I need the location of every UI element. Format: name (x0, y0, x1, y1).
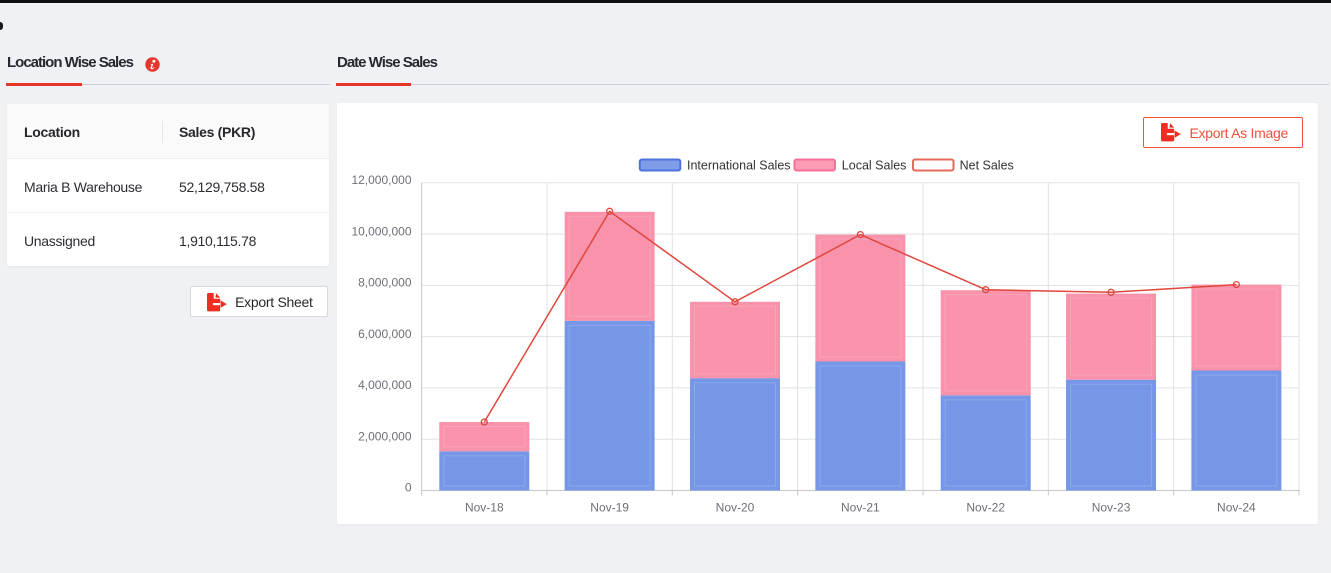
svg-text:6,000,000: 6,000,000 (358, 327, 412, 341)
svg-text:Nov-19: Nov-19 (590, 501, 629, 515)
svg-text:Nov-20: Nov-20 (716, 501, 755, 515)
svg-text:Nov-24: Nov-24 (1217, 501, 1256, 515)
svg-text:Net Sales: Net Sales (960, 159, 1014, 173)
svg-text:Local Sales: Local Sales (842, 159, 907, 173)
svg-text:Nov-23: Nov-23 (1092, 501, 1131, 515)
svg-text:2,000,000: 2,000,000 (358, 429, 412, 443)
svg-text:4,000,000: 4,000,000 (358, 378, 412, 392)
svg-text:12,000,000: 12,000,000 (351, 173, 411, 187)
svg-text:International Sales: International Sales (687, 159, 791, 173)
svg-text:Nov-21: Nov-21 (841, 501, 880, 515)
svg-text:10,000,000: 10,000,000 (351, 224, 411, 238)
svg-text:8,000,000: 8,000,000 (358, 276, 412, 290)
svg-text:0: 0 (405, 481, 412, 495)
svg-text:Nov-18: Nov-18 (465, 501, 504, 515)
svg-text:Nov-22: Nov-22 (966, 501, 1005, 515)
